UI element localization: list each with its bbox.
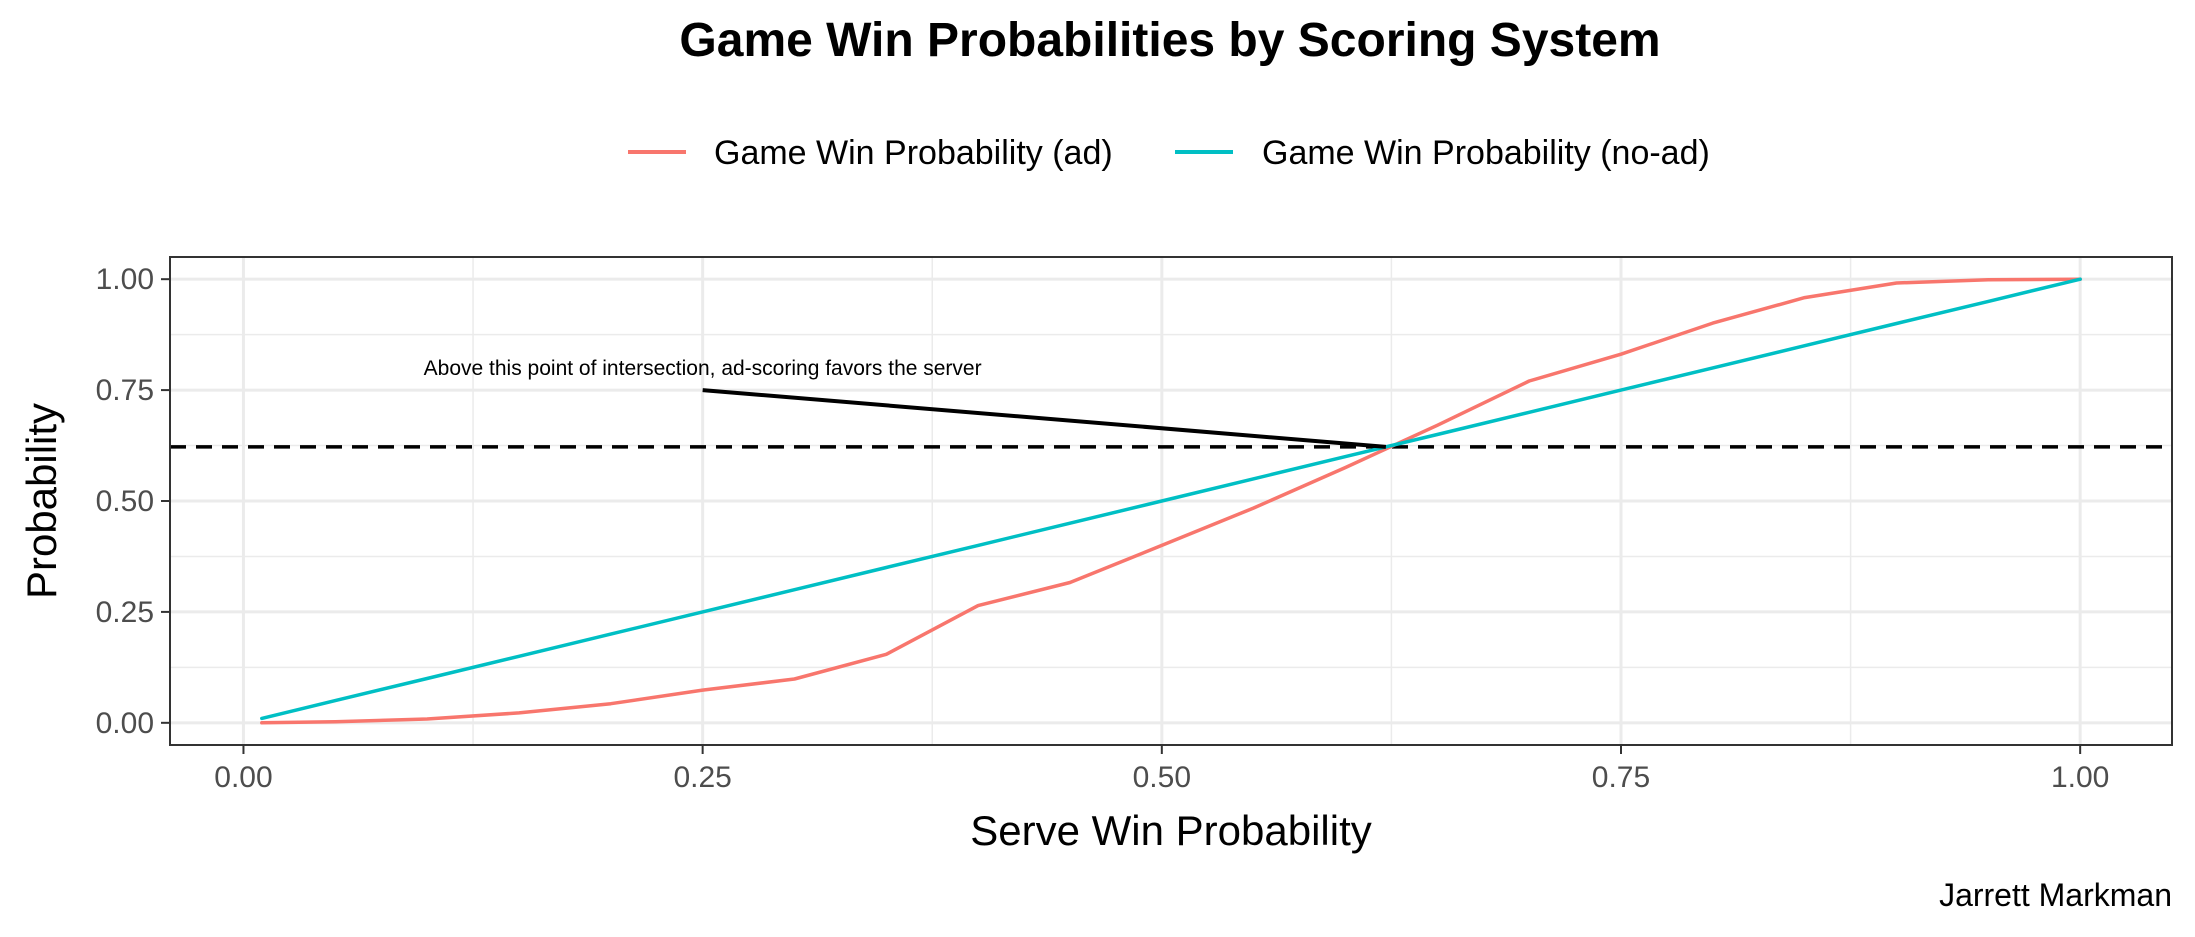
y-tick-label: 0.50 (96, 485, 154, 518)
caption: Jarrett Markman (1939, 877, 2172, 913)
legend: Game Win Probability (ad) Game Win Proba… (628, 134, 1710, 172)
x-axis: 0.00 0.25 0.50 0.75 1.00 (214, 745, 2109, 794)
x-tick-label: 0.00 (214, 761, 272, 794)
legend-label-no-ad: Game Win Probability (no-ad) (1262, 134, 1710, 172)
grid (170, 257, 2172, 745)
legend-label-ad: Game Win Probability (ad) (714, 134, 1113, 172)
annotation-layer: Above this point of intersection, ad-sco… (424, 357, 1387, 449)
chart-title: Game Win Probabilities by Scoring System (679, 14, 1660, 67)
y-axis-title: Probability (18, 403, 65, 599)
x-tick-label: 0.75 (1592, 761, 1650, 794)
x-tick-label: 0.25 (673, 761, 731, 794)
y-tick-label: 0.75 (96, 374, 154, 407)
series-line-0 (260, 277, 2082, 725)
plot-area: Above this point of intersection, ad-sco… (169, 256, 2173, 746)
x-axis-title: Serve Win Probability (970, 807, 1371, 854)
series-layer (260, 277, 2082, 725)
annotation-segment (702, 388, 1387, 449)
y-tick-label: 0.00 (96, 707, 154, 740)
series-line-1 (260, 277, 2082, 721)
x-tick-label: 0.50 (1133, 761, 1191, 794)
annotation-text: Above this point of intersection, ad-sco… (424, 357, 982, 380)
y-tick-label: 0.25 (96, 596, 154, 629)
y-tick-label: 1.00 (96, 263, 154, 296)
y-axis: 0.00 0.25 0.50 0.75 1.00 (96, 263, 170, 740)
x-tick-label: 1.00 (2051, 761, 2109, 794)
